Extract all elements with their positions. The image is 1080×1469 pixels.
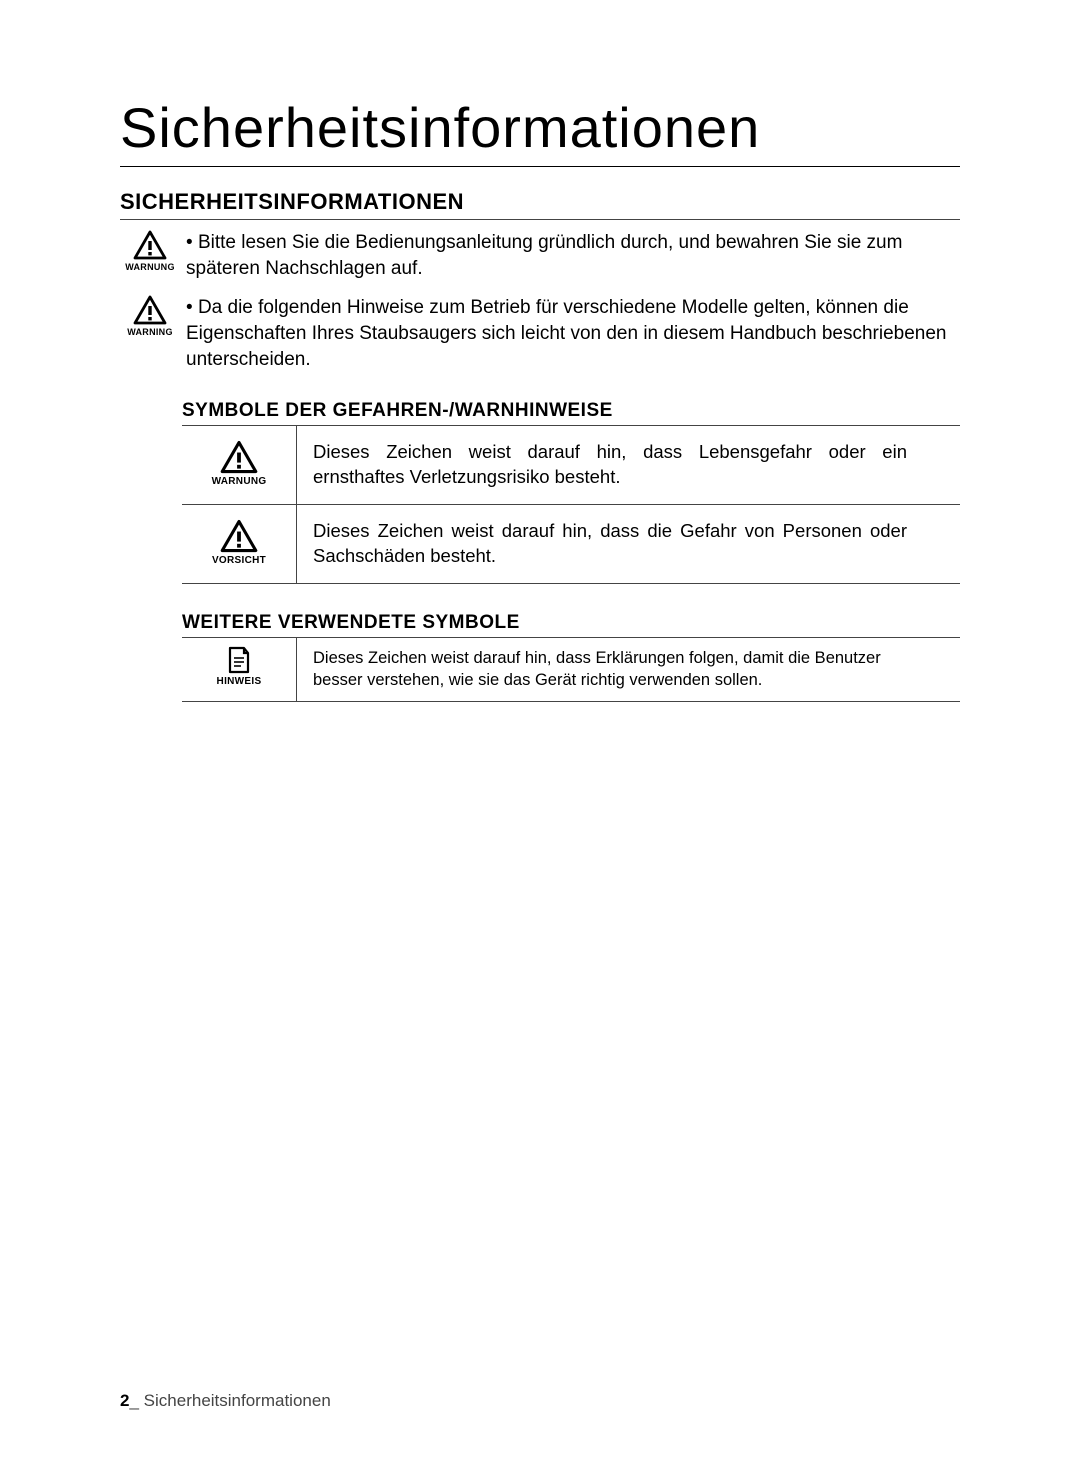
warning-text-content: Da die folgenden Hinweise zum Betrieb fü… [186,297,946,369]
footer-separator: _ [129,1391,138,1410]
other-symbols-table: HINWEIS Dieses Zeichen weist darauf hin,… [182,638,960,702]
symbol-description: Dieses Zeichen weist darauf hin, dass Le… [297,426,917,504]
note-page-icon [226,646,252,674]
symbol-table: WARNUNG Dieses Zeichen weist darauf hin,… [182,426,960,584]
warning-triangle-icon [220,440,258,474]
table-row: VORSICHT Dieses Zeichen weist darauf hin… [182,505,960,584]
symbol-cell: VORSICHT [182,505,297,583]
warning-icon-label: WARNING [120,327,180,337]
warning-icon-label: WARNUNG [120,262,180,272]
table-row: HINWEIS Dieses Zeichen weist darauf hin,… [182,638,960,702]
symbol-section-heading: SYMBOLE DER GEFAHREN-/WARNHINWEISE [182,400,960,426]
table-row: WARNUNG Dieses Zeichen weist darauf hin,… [182,426,960,505]
symbol-cell: HINWEIS [182,638,297,701]
symbol-cell: WARNUNG [182,426,297,504]
footer-label: Sicherheitsinformationen [144,1391,331,1410]
caution-triangle-icon [220,519,258,553]
warning-icon-col: WARNING [120,295,180,337]
symbol-description: Dieses Zeichen weist darauf hin, dass di… [297,505,917,583]
symbol-label: WARNUNG [188,476,290,487]
symbol-label: HINWEIS [188,676,290,687]
warning-icon-col: WARNUNG [120,230,180,272]
page-title: Sicherheitsinformationen [120,95,960,167]
page-footer: 2_ Sicherheitsinformationen [120,1391,331,1411]
section-heading: SICHERHEITSINFORMATIONEN [120,189,960,220]
other-symbols-heading: WEITERE VERWENDETE SYMBOLE [182,612,960,638]
warning-triangle-icon [133,230,167,260]
symbol-description: Dieses Zeichen weist darauf hin, dass Er… [297,638,917,701]
symbol-label: VORSICHT [188,555,290,566]
warning-block: WARNUNG • Bitte lesen Sie die Bedienungs… [120,230,960,281]
warning-text: • Bitte lesen Sie die Bedienungsanleitun… [180,230,960,281]
warning-triangle-icon [133,295,167,325]
warning-text: • Da die folgenden Hinweise zum Betrieb … [180,295,960,372]
manual-page: Sicherheitsinformationen SICHERHEITSINFO… [0,0,1080,742]
warning-text-content: Bitte lesen Sie die Bedienungsanleitung … [186,232,902,279]
warning-block: WARNING • Da die folgenden Hinweise zum … [120,295,960,372]
